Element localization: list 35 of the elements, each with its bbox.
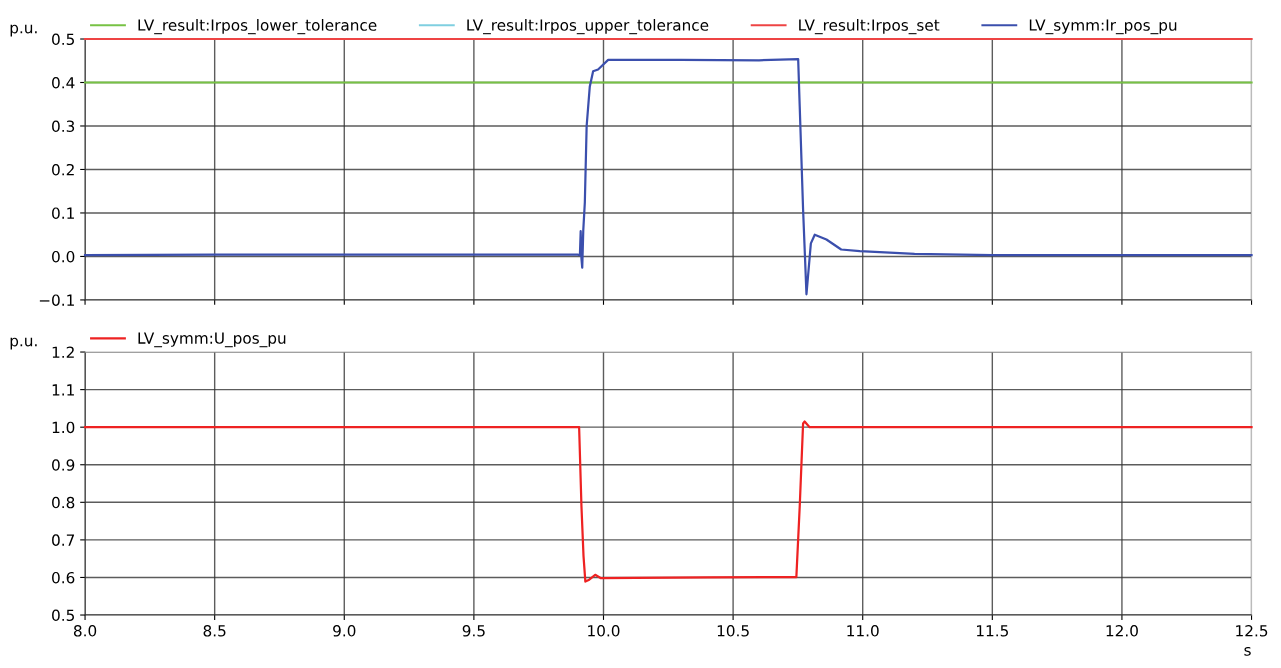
- x-tick-label: 12.5: [1236, 625, 1268, 637]
- y-tick-label: 0.4: [52, 76, 75, 89]
- y-tick-label: 0.9: [52, 459, 75, 471]
- y-axis-title: p.u.: [10, 24, 37, 37]
- x-tick-label: 12.0: [1106, 625, 1138, 637]
- y-tick-label: 1.2: [52, 346, 74, 358]
- line-series: [83, 420, 1253, 583]
- y-tick-label: 0.7: [52, 534, 75, 546]
- y-tick-label: 0.3: [52, 120, 75, 133]
- legend-label: LV_result:Irpos_lower_tolerance: [138, 18, 377, 35]
- y-tick-label: −0.1: [39, 294, 74, 306]
- legend-label: LV_symm:Ir_pos_pu: [1029, 19, 1177, 35]
- x-tick-label: 10.0: [588, 625, 620, 637]
- x-tick-label: 11.5: [976, 625, 1008, 637]
- y-tick-label: 1.0: [52, 421, 75, 434]
- y-tick-label: 0.2: [52, 163, 74, 176]
- x-tick-label: 10.5: [717, 625, 749, 637]
- y-tick-label: 0.1: [52, 207, 74, 219]
- y-tick-label: 0.5: [52, 609, 74, 622]
- x-axis-title: s: [1244, 647, 1251, 656]
- y-tick-label: 0.6: [52, 571, 75, 584]
- x-tick-label: 8.5: [203, 625, 226, 637]
- line-series: [83, 57, 1253, 296]
- y-tick-label: 0.8: [52, 496, 75, 509]
- y-tick-label: 0.0: [52, 250, 75, 263]
- legend-label: LV_result:Irpos_set: [799, 18, 940, 35]
- y-tick-label: 1.1: [52, 384, 74, 396]
- y-tick-label: 0.5: [52, 33, 74, 46]
- x-tick-label: 11.0: [847, 625, 879, 637]
- y-axis-title: p.u.: [10, 337, 37, 350]
- x-tick-label: 9.5: [462, 625, 485, 637]
- legend-label: LV_symm:U_pos_pu: [138, 332, 286, 348]
- x-tick-label: 9.0: [333, 625, 356, 637]
- legend-label: LV_result:Irpos_upper_tolerance: [467, 18, 709, 35]
- x-tick-label: 8.0: [73, 625, 97, 637]
